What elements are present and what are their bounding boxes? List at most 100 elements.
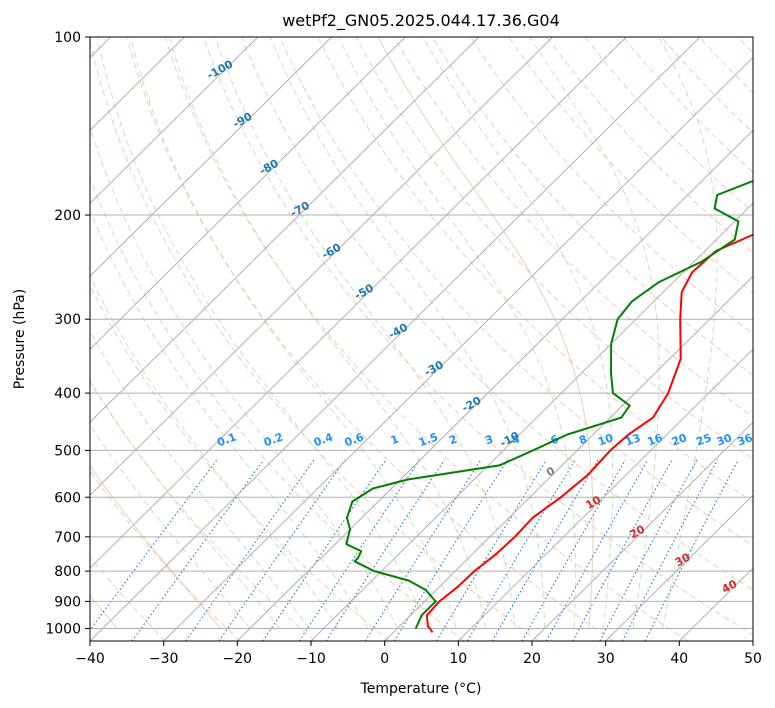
- mixing-ratio-label: 36: [736, 431, 755, 449]
- dry-adiabat: [164, 37, 689, 641]
- y-tick-label: 1000: [45, 622, 81, 638]
- pressure-gridlines: [90, 37, 753, 629]
- mixing-ratio-label: 25: [694, 431, 713, 448]
- moist-adiabat: [90, 330, 310, 629]
- y-tick-label: 900: [54, 594, 81, 610]
- y-axis-label: Pressure (hPa): [12, 289, 28, 389]
- moist-adiabat: [96, 37, 428, 629]
- moist-adiabat: [214, 37, 516, 629]
- y-tick-label: 700: [54, 530, 81, 546]
- dewpoint-line: [345, 179, 753, 629]
- y-tick-label: 800: [54, 564, 81, 580]
- mixing-ratio-label: 0.2: [262, 430, 285, 449]
- mixing-ratio-line: [325, 459, 445, 641]
- dry-adiabat: [90, 284, 390, 641]
- mixing-ratio-label: 4: [510, 432, 522, 447]
- x-tick-label: −40: [75, 651, 105, 667]
- dry-adiabat: [584, 37, 753, 213]
- mixing-ratio-label: 8: [577, 432, 589, 447]
- mixing-ratio-line: [491, 459, 599, 641]
- mixing-ratio-lines: [90, 459, 739, 641]
- moist-adiabat: [337, 37, 576, 629]
- dry-adiabat: [622, 37, 753, 173]
- moist-adiabat: [130, 37, 457, 629]
- y-tick-label: 300: [54, 312, 81, 328]
- moist-adiabat: [422, 37, 614, 629]
- plot-frame: [89, 36, 754, 642]
- dry-adiabat: [90, 177, 465, 641]
- mixing-ratio-label: 1: [389, 432, 401, 447]
- chart-title: wetPf2_GN05.2025.044.17.36.G04: [282, 11, 560, 31]
- dry-adiabat: [393, 37, 753, 418]
- x-tick-label: 30: [597, 651, 615, 667]
- x-tick-label: −20: [223, 651, 253, 667]
- y-axis-ticks: 1000 900 800 700 600 500 400 300 200 100: [45, 30, 90, 638]
- theta-e-ring: [90, 464, 221, 629]
- isotherm: [90, 37, 332, 277]
- x-tick-label: 10: [449, 651, 467, 667]
- moist-adiabat: [90, 125, 398, 629]
- dry-adiabat: [241, 37, 753, 591]
- dry-adiabat: [279, 37, 753, 547]
- x-axis-label: Temperature (°C): [360, 681, 482, 697]
- mixing-ratio-label: 0.6: [343, 430, 366, 449]
- mixing-ratio-label: 2: [447, 432, 459, 447]
- mixing-ratio-line: [545, 459, 649, 641]
- moist-adiabat: [658, 37, 718, 629]
- mixing-ratio-label: 30: [715, 431, 734, 449]
- isotherm: [90, 37, 259, 205]
- isotherm: [605, 494, 753, 641]
- theta-e-rings: [90, 37, 594, 629]
- isotherm: [90, 37, 701, 641]
- dry-adiabat: [90, 380, 316, 641]
- x-tick-label: 50: [744, 651, 762, 667]
- y-tick-label: 400: [54, 386, 81, 402]
- profile-series: [345, 179, 753, 633]
- y-tick-label: 100: [54, 30, 81, 46]
- moist-adiabat: [270, 37, 546, 629]
- isotherm: [90, 37, 627, 569]
- moist-adiabats: [90, 37, 718, 629]
- moist-adiabat: [90, 274, 339, 629]
- moist-adiabat: [90, 423, 251, 629]
- mixing-ratio-label: 0.1: [215, 430, 238, 449]
- dry-adiabat: [317, 37, 753, 503]
- mixing-ratio-label: 10: [596, 431, 615, 449]
- mixing-ratio-line: [131, 459, 265, 641]
- isotherm: [310, 202, 753, 641]
- dry-adiabat: [470, 37, 753, 335]
- y-tick-label: 500: [54, 443, 81, 459]
- mixing-ratio-line: [644, 459, 739, 641]
- x-tick-label: 20: [523, 651, 541, 667]
- mixing-ratio-label: 1.5: [417, 430, 440, 449]
- moist-adiabat: [168, 37, 487, 629]
- isotherms: [90, 37, 753, 641]
- moist-adiabat: [90, 379, 280, 629]
- isotherm: [90, 37, 553, 496]
- isotherm: [163, 56, 753, 641]
- theta-e-ring: [377, 37, 594, 629]
- mixing-ratio-label: 0.4: [312, 430, 335, 449]
- dry-adiabat: [355, 37, 753, 460]
- mixing-ratio-line: [262, 459, 387, 641]
- isotherm: [236, 129, 753, 641]
- mixing-ratio-label: 3: [483, 432, 495, 447]
- dry-adiabat: [90, 39, 540, 641]
- isotherm: [90, 37, 406, 350]
- y-tick-label: 600: [54, 490, 81, 506]
- isotherm: [457, 348, 753, 641]
- x-tick-label: 0: [380, 651, 389, 667]
- x-axis-ticks: −40 −30 −20 −10 0 10 20 30 40 50: [75, 641, 762, 667]
- mixing-ratio-line: [90, 459, 218, 631]
- mixing-ratio-label: 16: [646, 431, 665, 449]
- mixing-ratio-line: [435, 459, 548, 641]
- mixing-ratio-line: [218, 459, 346, 641]
- isotherm: [384, 275, 753, 641]
- dry-adiabat: [126, 37, 614, 641]
- mixing-ratio-line: [185, 459, 315, 641]
- moist-adiabat: [529, 37, 660, 629]
- x-tick-label: 40: [670, 651, 688, 667]
- x-tick-label: −30: [149, 651, 179, 667]
- isotherm: [90, 37, 480, 423]
